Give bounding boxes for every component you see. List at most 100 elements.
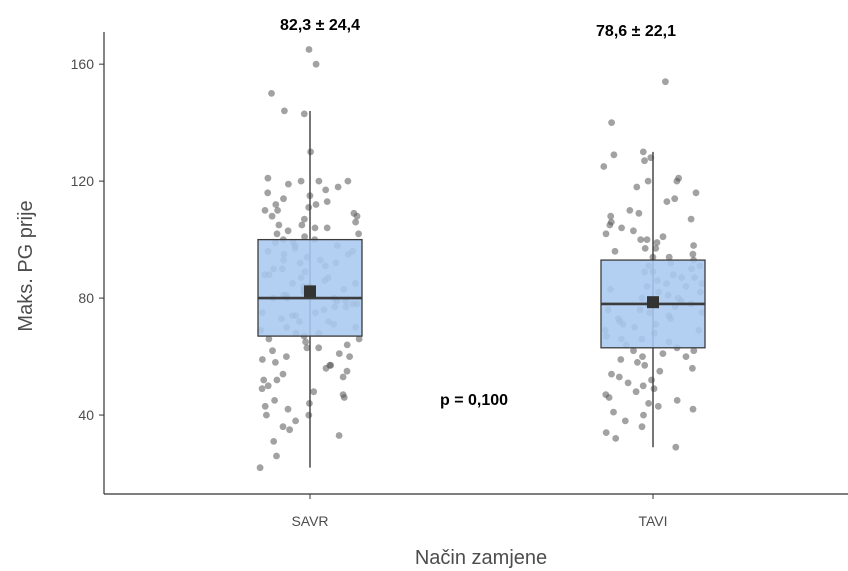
data-point [322,186,330,194]
data-point [652,245,660,252]
data-point [303,344,311,352]
data-point [632,388,640,396]
data-point [286,426,293,434]
data-point [311,224,319,232]
data-point [292,417,299,425]
data-point [689,405,697,413]
data-point [271,397,278,404]
data-point [648,376,655,384]
summary-label-savr: 82,3 ± 24,4 [280,17,360,34]
data-point [279,423,287,431]
data-point [273,452,280,460]
data-point [689,364,696,372]
data-point [312,201,320,208]
data-point [344,177,352,185]
data-point [612,435,620,442]
data-point [641,361,649,369]
data-point [615,373,623,381]
y-tick-label: 160 [71,56,95,72]
data-point [673,397,681,404]
data-point [617,356,625,363]
data-point [659,350,667,357]
data-point [305,411,313,419]
data-point [261,402,269,410]
data-point [315,177,323,185]
data-point [323,224,331,232]
data-point [270,438,278,445]
data-point [323,198,331,206]
data-point [353,212,361,220]
data-point [662,78,669,86]
data-point [334,183,342,191]
data-point [637,236,645,244]
data-point [284,227,292,235]
data-point [284,405,292,413]
ticks-layer: 40 80 120 160 SAVR TAVI [71,56,668,529]
data-point [605,394,613,401]
data-point [635,209,643,217]
data-point [689,250,697,258]
data-point [343,341,351,349]
data-point [641,157,648,165]
data-point [602,230,610,238]
data-point [279,370,287,378]
data-point [355,230,362,238]
data-point [645,400,652,407]
mean-marker [647,296,659,309]
data-point [301,233,308,241]
data-point [305,46,313,53]
data-point [626,207,634,214]
p-value-annotation: p = 0,100 [440,392,508,409]
data-point [315,344,323,352]
data-point [665,253,673,261]
data-point [600,163,608,170]
data-point [650,385,658,393]
mean-marker [304,285,316,298]
x-tick-label: SAVR [291,513,328,529]
y-axis-title: Maks. PG prije [15,200,37,331]
data-point [352,218,359,226]
data-point [690,347,698,355]
data-point [643,236,651,244]
data-point [265,335,273,343]
data-point [280,195,287,203]
data-point [355,335,363,343]
data-point [618,224,625,232]
data-point [298,221,306,229]
data-point [310,388,318,396]
data-point [283,353,290,360]
data-point [268,90,275,97]
x-tick-label: TAVI [638,513,667,529]
data-point [256,464,264,472]
data-point [272,359,279,366]
data-point [305,204,313,211]
data-point [300,110,308,118]
data-point [335,432,343,439]
data-point [630,227,637,235]
data-point [346,353,353,360]
data-point [269,347,276,355]
summary-label-tavi: 78,6 ± 22,1 [596,23,676,40]
data-point [639,382,647,390]
data-point [671,195,679,203]
data-point [264,174,272,182]
x-axis-title: Način zamjene [415,547,547,569]
data-point [682,353,690,360]
boxes-layer [257,110,706,468]
data-point [261,207,269,214]
data-point [672,443,680,451]
data-point [663,198,671,206]
data-point [275,221,283,229]
data-point [610,151,618,159]
data-point [606,221,614,229]
data-point [641,245,649,252]
data-point [268,212,276,220]
data-point [638,423,646,431]
data-point [639,148,647,156]
data-point [654,402,662,410]
data-point [259,356,266,363]
data-point [312,60,320,68]
data-point [273,376,281,384]
data-point [630,347,637,355]
